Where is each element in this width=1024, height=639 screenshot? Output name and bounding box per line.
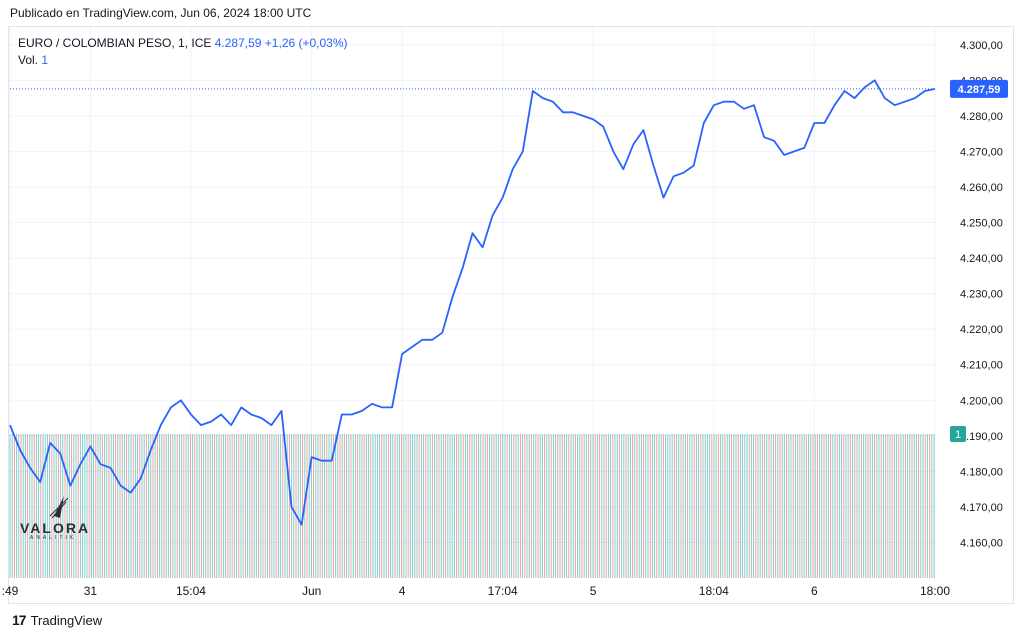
volume-tag — [950, 426, 966, 443]
x-tick-label: 31 — [84, 584, 98, 598]
y-tick-label: 4.200,00 — [960, 395, 1003, 407]
last-price-value: 4.287,59 — [214, 36, 262, 50]
x-tick-label: 18:04 — [699, 584, 729, 598]
x-tick-label: 5 — [590, 584, 597, 598]
valora-watermark: VALORA ANALITIK — [20, 494, 100, 544]
x-tick-label: 4 — [399, 584, 406, 598]
last-price-tag-label: 4.287,59 — [958, 84, 1001, 96]
volume-tag-label: 1 — [955, 429, 961, 441]
y-tick-label: 4.210,00 — [960, 360, 1003, 372]
tradingview-brand: TradingView — [30, 612, 103, 628]
y-tick-label: 4.220,00 — [960, 324, 1003, 336]
y-tick-label: 4.250,00 — [960, 218, 1003, 230]
x-tick-label: :49 — [2, 584, 19, 598]
x-tick-label: 18:00 — [920, 584, 950, 598]
watermark-sub: ANALITIK — [30, 535, 77, 541]
x-tick-label: 17:04 — [488, 584, 518, 598]
symbol-label[interactable]: EURO / COLOMBIAN PESO, 1, ICE — [18, 36, 212, 50]
tradingview-logo-icon: 17 — [12, 612, 27, 628]
y-tick-label: 4.160,00 — [960, 537, 1003, 549]
price-series-line — [9, 79, 936, 526]
y-tick-label: 4.300,00 — [960, 40, 1003, 52]
x-tick-label: Jun — [302, 584, 321, 598]
price-change-value: +1,26 (+0,03%) — [264, 36, 348, 50]
volume-label: Vol. — [18, 53, 39, 67]
y-tick-label: 4.180,00 — [960, 466, 1003, 478]
valora-logo-icon — [49, 496, 69, 519]
volume-value: 1 — [41, 53, 49, 67]
chart-frame — [8, 26, 1014, 604]
y-tick-label: 4.270,00 — [960, 146, 1003, 158]
x-tick-label: 6 — [811, 584, 818, 598]
y-tick-label: 4.260,00 — [960, 182, 1003, 194]
y-tick-label: 4.230,00 — [960, 289, 1003, 301]
last-price-tag — [950, 79, 1008, 98]
y-tick-label: 4.190,00 — [960, 431, 1003, 443]
y-tick-label: 4.280,00 — [960, 111, 1003, 123]
tradingview-footer[interactable]: 17 TradingView — [12, 612, 102, 628]
y-tick-label: 4.170,00 — [960, 502, 1003, 514]
chart-legend: EURO / COLOMBIAN PESO, 1, ICE 4.287,59 +… — [18, 35, 348, 69]
watermark-name: VALORA — [20, 520, 91, 536]
published-caption: Publicado en TradingView.com, Jun 06, 20… — [10, 6, 312, 20]
y-tick-label: 4.240,00 — [960, 253, 1003, 265]
x-tick-label: 15:04 — [176, 584, 206, 598]
